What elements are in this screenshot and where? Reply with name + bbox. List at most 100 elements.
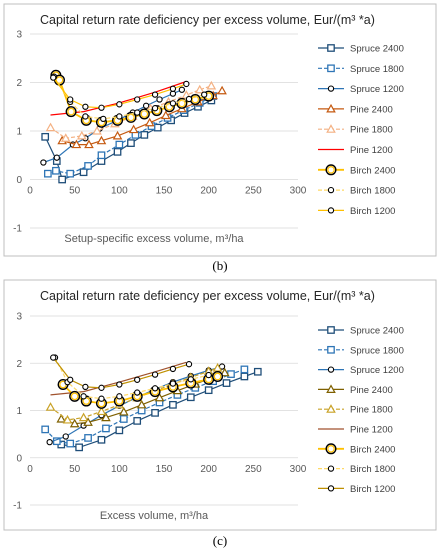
data-point — [187, 376, 194, 383]
data-point — [46, 439, 53, 446]
legend-entry: Pine 1200 — [350, 145, 393, 156]
chart-panel-0: Capital return rate deficiency per exces… — [3, 3, 437, 257]
legend-entry: Pine 1800 — [350, 125, 393, 136]
data-point — [62, 433, 69, 440]
legend-marker — [326, 103, 336, 113]
data-point — [78, 412, 89, 422]
data-point — [75, 443, 83, 452]
legend-marker — [326, 124, 336, 133]
data-point — [144, 117, 155, 127]
data-point — [134, 96, 141, 103]
data-point — [133, 417, 142, 425]
data-point — [116, 101, 123, 108]
data-point — [127, 139, 135, 147]
data-point — [52, 166, 60, 175]
y-tick-label: 2 — [16, 359, 22, 370]
data-point — [134, 109, 141, 116]
data-point — [217, 85, 227, 95]
y-tick-label: 1 — [16, 406, 22, 417]
legend-marker — [327, 207, 335, 214]
data-point — [98, 395, 105, 402]
data-point — [169, 100, 177, 107]
data-point — [185, 95, 193, 103]
data-point — [178, 86, 186, 93]
legend-marker — [327, 465, 335, 472]
series-birch-1200 — [50, 354, 193, 391]
data-point — [67, 96, 74, 103]
chart-title: Capital return rate deficiency per exces… — [40, 13, 375, 27]
y-tick-label: -1 — [13, 224, 22, 235]
data-point — [116, 113, 123, 120]
data-point — [206, 80, 217, 90]
data-point — [67, 376, 74, 383]
x-tick-label: 200 — [200, 464, 217, 475]
legend-entry: Spruce 2400 — [350, 44, 404, 55]
x-tick-label: 150 — [156, 464, 173, 475]
data-point — [66, 439, 75, 448]
y-tick-label: 1 — [16, 127, 22, 138]
legend-marker — [327, 64, 335, 73]
data-point — [41, 132, 50, 141]
legend-entry: Spruce 1800 — [350, 64, 404, 75]
data-point — [118, 406, 129, 416]
data-point — [45, 122, 56, 132]
data-point — [219, 367, 230, 377]
legend-marker — [327, 485, 335, 492]
data-point — [69, 418, 80, 428]
data-point — [128, 124, 139, 134]
x-tick-label: 50 — [69, 464, 81, 475]
data-point — [185, 361, 193, 368]
data-point — [212, 362, 223, 372]
y-tick-label: 3 — [16, 30, 22, 41]
chart-title: Capital return rate deficiency per exces… — [40, 289, 375, 303]
data-point — [98, 384, 105, 391]
x-tick-label: 300 — [290, 186, 307, 197]
data-point — [240, 365, 249, 374]
legend-marker — [327, 326, 335, 334]
legend-entry: Spruce 1800 — [350, 345, 404, 356]
legend-entry: Birch 1800 — [350, 464, 395, 475]
data-point — [205, 371, 212, 379]
panel-label: (b) — [212, 258, 227, 273]
data-point — [44, 169, 52, 178]
y-tick-label: -1 — [13, 501, 22, 512]
data-point — [115, 426, 124, 435]
series-line — [54, 357, 209, 400]
data-point — [227, 370, 235, 378]
x-axis-label: Excess volume, m³/ha — [100, 510, 209, 522]
chart-border — [3, 279, 437, 531]
legend-entry: Spruce 1200 — [350, 365, 404, 376]
data-point — [186, 393, 195, 402]
legend-entry: Birch 1200 — [350, 206, 395, 217]
data-point — [97, 151, 106, 160]
x-axis-label: Setup-specific excess volume, m³/ha — [64, 233, 244, 245]
data-point — [71, 139, 82, 149]
legend-marker — [327, 366, 335, 373]
data-point — [201, 91, 208, 98]
data-point — [151, 371, 159, 378]
data-point — [153, 123, 162, 132]
data-point — [222, 379, 231, 387]
data-point — [253, 367, 262, 376]
legend-entry: Pine 1200 — [350, 425, 393, 436]
data-point — [84, 434, 92, 442]
y-tick-label: 0 — [16, 175, 22, 186]
data-point — [101, 412, 111, 422]
data-point — [156, 96, 163, 103]
data-point — [84, 139, 94, 149]
data-point — [240, 372, 249, 381]
data-point-inner — [213, 372, 222, 381]
x-tick-label: 200 — [200, 186, 217, 197]
panel-label: (c) — [213, 533, 227, 548]
data-point — [102, 424, 110, 433]
data-point — [45, 402, 56, 411]
data-point — [154, 392, 165, 402]
legend-entry: Spruce 2400 — [350, 326, 404, 337]
data-point — [58, 175, 67, 184]
data-point — [62, 414, 73, 424]
data-point — [140, 131, 149, 139]
legend-marker-inner — [327, 166, 335, 174]
legend-entry: Birch 2400 — [350, 444, 395, 455]
